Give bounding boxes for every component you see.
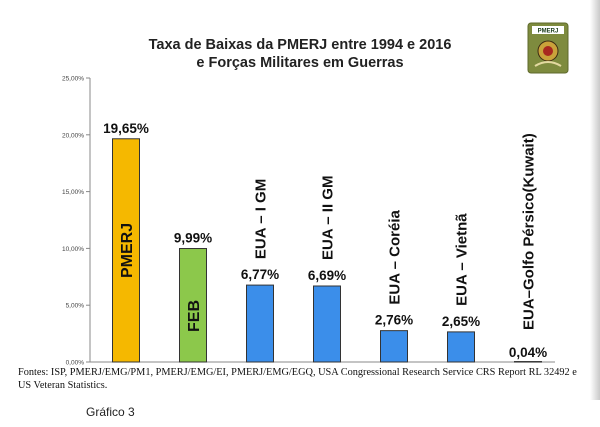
category-label: EUA – II GM [319, 176, 336, 260]
category-label: PMERJ [119, 223, 136, 278]
chart-title: Taxa de Baixas da PMERJ entre 1994 e 201… [130, 36, 470, 72]
category-label: FEB [186, 300, 203, 332]
bar [313, 285, 341, 363]
emblem-text: PMERJ [538, 29, 559, 35]
page-edge-shadow [590, 0, 600, 400]
value-label: 0,04% [509, 345, 547, 360]
y-tick-label: 10,00% [62, 246, 84, 253]
value-label: 19,65% [103, 121, 149, 136]
bar [447, 331, 475, 363]
y-tick-label: 5,00% [66, 303, 85, 310]
bar [380, 330, 408, 363]
source-note: Fontes: ISP, PMERJ/EMG/PM1, PMERJ/EMG/EI… [18, 367, 577, 391]
category-label: EUA – Coréia [386, 210, 403, 305]
value-label: 2,65% [442, 314, 480, 329]
bar [514, 361, 542, 363]
value-label: 6,77% [241, 267, 279, 282]
bar [179, 248, 207, 363]
value-label: 6,69% [308, 268, 346, 283]
bar-labels: 19,65% PMERJ 9,99% FEB 6,77% EUA – I GM 6,69% E… [103, 121, 547, 360]
value-label: 2,76% [375, 313, 413, 328]
y-tick-label: 25,00% [62, 76, 84, 83]
bar [112, 138, 140, 363]
pmerj-emblem: PMERJ [527, 22, 569, 74]
chart-title-line-2: e Forças Militares em Guerras [196, 55, 404, 71]
y-tick-label: 0,00% [66, 360, 85, 367]
category-label: EUA – I GM [252, 179, 269, 259]
y-axis: 0,00% 5,00% 10,00% 15,00% 20,00% 25,00% [62, 76, 555, 367]
bars [112, 138, 542, 363]
category-label: EUA–Golfo Pérsico(Kuwait) [520, 133, 537, 330]
category-label: EUA – Vietnã [453, 213, 470, 306]
bar [246, 284, 274, 363]
figure-caption: Gráfico 3 [86, 405, 135, 419]
y-tick-label: 20,00% [62, 132, 84, 139]
value-label: 9,99% [174, 231, 212, 246]
y-tick-label: 15,00% [62, 189, 84, 196]
chart-title-line-1: Taxa de Baixas da PMERJ entre 1994 e 201… [148, 37, 452, 53]
